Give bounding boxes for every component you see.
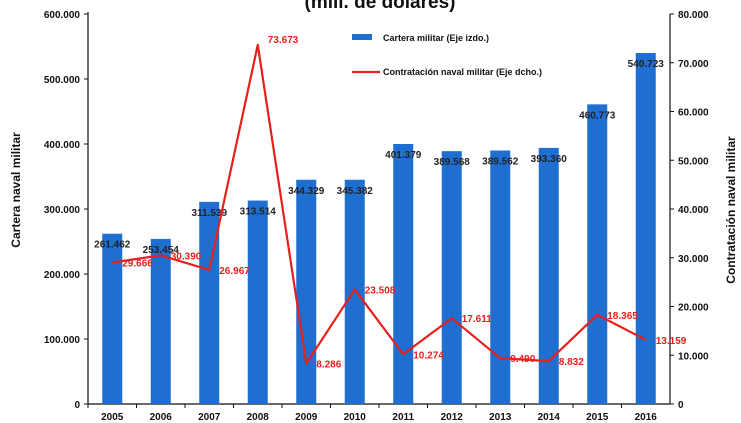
bar-data-label: 313.514 [240, 207, 277, 218]
line-data-label: 8.286 [316, 360, 341, 371]
legend-label-line: Contratación naval militar (Eje dcho.) [383, 67, 542, 77]
x-tick-label: 2016 [635, 412, 658, 423]
line-data-label: 13.159 [656, 336, 687, 347]
bar [296, 179, 317, 404]
line-data-labels: 29.666 30.390 26.967 73.673 8.286 23.508 10.27… [122, 35, 687, 371]
right-tick-label: 0 [678, 400, 684, 411]
right-tick-label: 10.000 [678, 351, 709, 362]
bar [247, 200, 268, 404]
bar [150, 238, 171, 404]
line-data-label: 10.274 [413, 350, 444, 361]
bar-data-label: 253.454 [143, 245, 180, 256]
x-tick-label: 2010 [344, 412, 367, 423]
x-tick-label: 2014 [538, 412, 561, 423]
left-tick-label: 200.000 [44, 270, 81, 281]
x-tick-label: 2008 [247, 412, 270, 423]
right-axis-ticks: 0 10.000 20.000 30.000 40.000 50.000 60.000 70.… [670, 10, 709, 411]
bar [344, 179, 365, 404]
bar [587, 104, 608, 404]
line-data-label: 17.611 [462, 314, 492, 325]
bar [393, 144, 414, 404]
bar-data-label: 261.462 [94, 240, 131, 251]
bar [538, 147, 559, 404]
bar-data-label: 460.773 [579, 110, 616, 121]
x-axis-ticks: 2005 2006 2007 2008 2009 2010 2011 2012 2013 2014… [87, 404, 658, 423]
bar-data-label: 389.562 [482, 157, 519, 168]
right-tick-label: 80.000 [678, 10, 709, 21]
line-data-label: 73.673 [268, 35, 299, 46]
bar-series [102, 53, 656, 404]
left-tick-label: 300.000 [44, 205, 81, 216]
x-tick-label: 2009 [295, 412, 318, 423]
x-tick-label: 2015 [586, 412, 609, 423]
bar [635, 53, 656, 404]
line-data-label: 30.390 [171, 251, 202, 262]
bar-data-label: 393.360 [531, 154, 568, 165]
left-tick-label: 400.000 [44, 140, 81, 151]
x-tick-label: 2013 [489, 412, 512, 423]
line-data-label: 26.967 [219, 266, 250, 277]
left-tick-label: 500.000 [44, 75, 81, 86]
right-tick-label: 60.000 [678, 108, 709, 119]
legend-swatch-bar [352, 34, 372, 40]
right-tick-label: 70.000 [678, 59, 709, 70]
x-tick-label: 2007 [198, 412, 221, 423]
right-tick-label: 20.000 [678, 303, 709, 314]
bar-data-label: 540.723 [628, 59, 665, 70]
x-tick-label: 2012 [441, 412, 464, 423]
line-data-label: 23.508 [365, 285, 396, 296]
chart-title: (mill. de dólares) [305, 0, 456, 13]
right-tick-label: 40.000 [678, 205, 709, 216]
left-tick-label: 100.000 [44, 335, 81, 346]
bar [199, 201, 220, 404]
right-tick-label: 30.000 [678, 254, 709, 265]
bar-data-label: 401.379 [385, 150, 422, 161]
legend-label-bar: Cartera militar (Eje izdo.) [383, 33, 489, 43]
line-data-label: 18.365 [607, 311, 638, 322]
legend: Cartera militar (Eje izdo.) Contratación… [352, 33, 542, 77]
line-data-label: 9.490 [510, 354, 535, 365]
x-tick-label: 2011 [392, 412, 414, 423]
y-axis-title: Cartera naval militar [9, 132, 23, 248]
bar [102, 233, 123, 404]
line-data-label: 8.832 [559, 357, 584, 368]
line-data-label: 29.666 [122, 259, 153, 270]
bar [490, 150, 511, 404]
bar-data-label: 345.382 [337, 186, 374, 197]
bar-data-label: 389.568 [434, 157, 471, 168]
left-tick-label: 0 [74, 400, 80, 411]
bar-data-labels: 261.462 253.454 311.539 313.514 344.329 345.3… [94, 59, 664, 256]
x-tick-label: 2005 [101, 412, 124, 423]
left-tick-label: 600.000 [44, 10, 81, 21]
y2-axis-title: Contratación naval militar [724, 136, 738, 284]
bar [441, 151, 462, 404]
bar-data-label: 344.329 [288, 186, 325, 197]
left-axis-ticks: 0 100.000 200.000 300.000 400.000 500.000 600.… [44, 10, 88, 411]
x-tick-label: 2006 [150, 412, 173, 423]
right-tick-label: 50.000 [678, 156, 709, 167]
line-series [112, 43, 647, 365]
bar-data-label: 311.539 [191, 208, 227, 219]
